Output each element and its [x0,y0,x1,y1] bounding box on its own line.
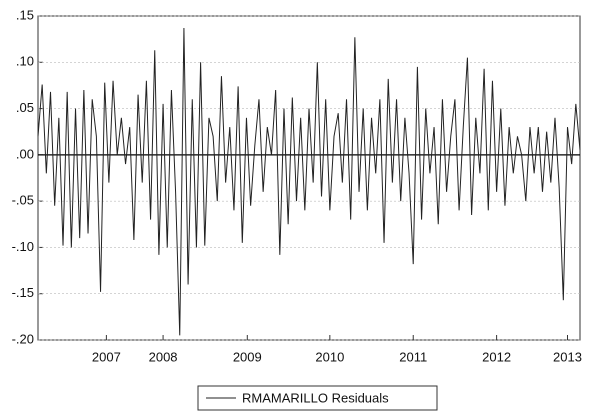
x-tick-label: 2012 [482,349,511,364]
y-tick-label: -.10 [12,239,34,254]
series-line [37,28,581,336]
x-tick-label: 2009 [233,349,262,364]
y-tick-label: .05 [16,100,34,115]
y-tick-label: -.20 [12,331,34,346]
x-tick-label: 2011 [399,349,427,364]
x-tick-label: 2007 [92,349,121,364]
plot-frame [37,15,581,341]
legend-label: RMAMARILLO Residuals [242,390,389,405]
y-tick-label: -.05 [12,193,34,208]
x-tick-label: 2010 [315,349,344,364]
x-tick-label: 2013 [553,349,582,364]
y-tick-label: .00 [16,146,34,161]
y-tick-label: .10 [16,54,34,69]
y-tick-label: .15 [16,7,34,22]
y-tick-label: -.15 [12,285,34,300]
legend-box [197,385,438,411]
x-tick-label: 2008 [149,349,178,364]
